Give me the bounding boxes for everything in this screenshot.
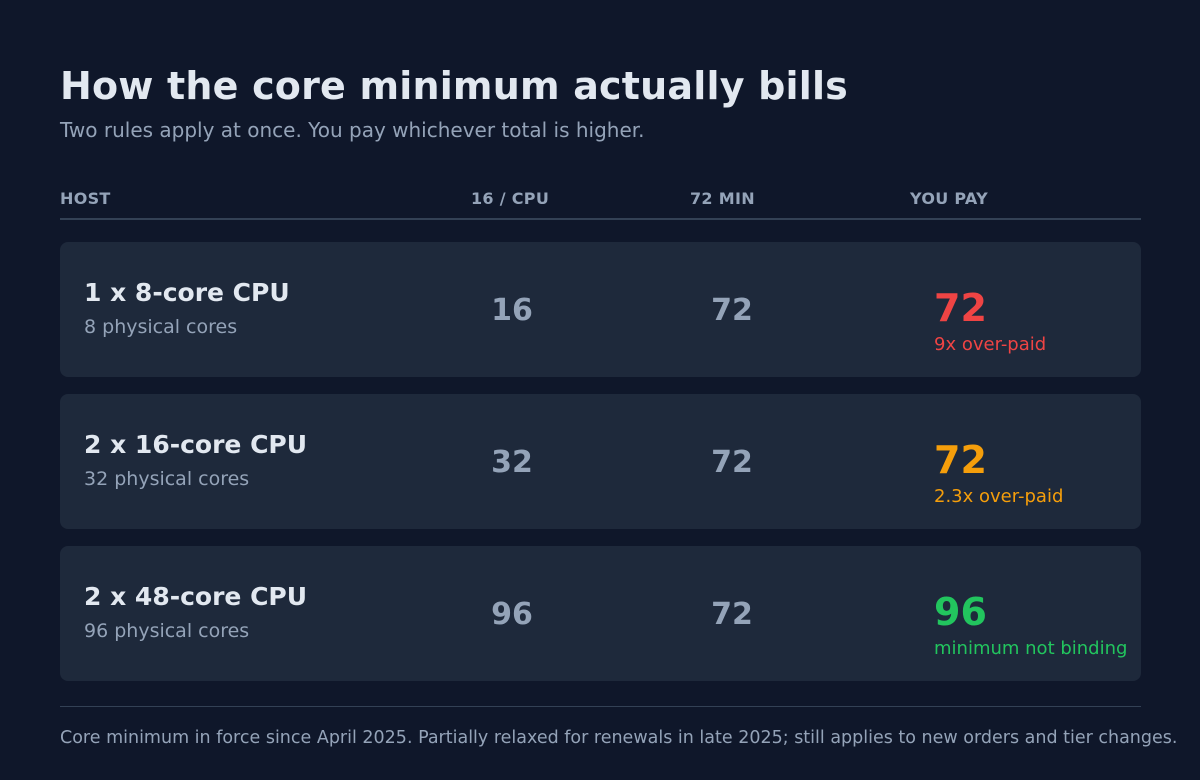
column-header-host: HOST <box>60 189 111 208</box>
minimum-value: 72 <box>711 597 753 632</box>
you-pay-note: 2.3x over-paid <box>934 486 1064 507</box>
footer-divider <box>60 706 1141 707</box>
minimum-value: 72 <box>711 293 753 328</box>
per-cpu-value: 32 <box>491 445 533 480</box>
table-row: 2 x 16-core CPU 32 physical cores 32 72 … <box>60 394 1141 529</box>
host-name: 1 x 8-core CPU <box>84 278 290 307</box>
column-header-you-pay: YOU PAY <box>910 189 988 208</box>
you-pay-value: 72 <box>934 286 987 330</box>
you-pay-value: 96 <box>934 590 987 634</box>
column-header-minimum: 72 MIN <box>690 189 755 208</box>
you-pay-note: minimum not binding <box>934 638 1128 659</box>
footer-note: Core minimum in force since April 2025. … <box>60 728 1178 748</box>
page-subtitle: Two rules apply at once. You pay whichev… <box>60 118 645 142</box>
host-cores: 32 physical cores <box>84 468 250 490</box>
host-name: 2 x 48-core CPU <box>84 582 308 611</box>
table-header: HOST 16 / CPU 72 MIN YOU PAY <box>60 189 1141 220</box>
per-cpu-value: 16 <box>491 293 533 328</box>
you-pay-value: 72 <box>934 438 987 482</box>
minimum-value: 72 <box>711 445 753 480</box>
host-cores: 96 physical cores <box>84 620 250 642</box>
table-row: 2 x 48-core CPU 96 physical cores 96 72 … <box>60 546 1141 681</box>
host-name: 2 x 16-core CPU <box>84 430 308 459</box>
column-header-per-cpu: 16 / CPU <box>471 189 550 208</box>
table-body: 1 x 8-core CPU 8 physical cores 16 72 72… <box>60 242 1141 698</box>
you-pay-note: 9x over-paid <box>934 334 1047 355</box>
page-title: How the core minimum actually bills <box>60 64 848 108</box>
per-cpu-value: 96 <box>491 597 533 632</box>
host-cores: 8 physical cores <box>84 316 238 338</box>
table-row: 1 x 8-core CPU 8 physical cores 16 72 72… <box>60 242 1141 377</box>
